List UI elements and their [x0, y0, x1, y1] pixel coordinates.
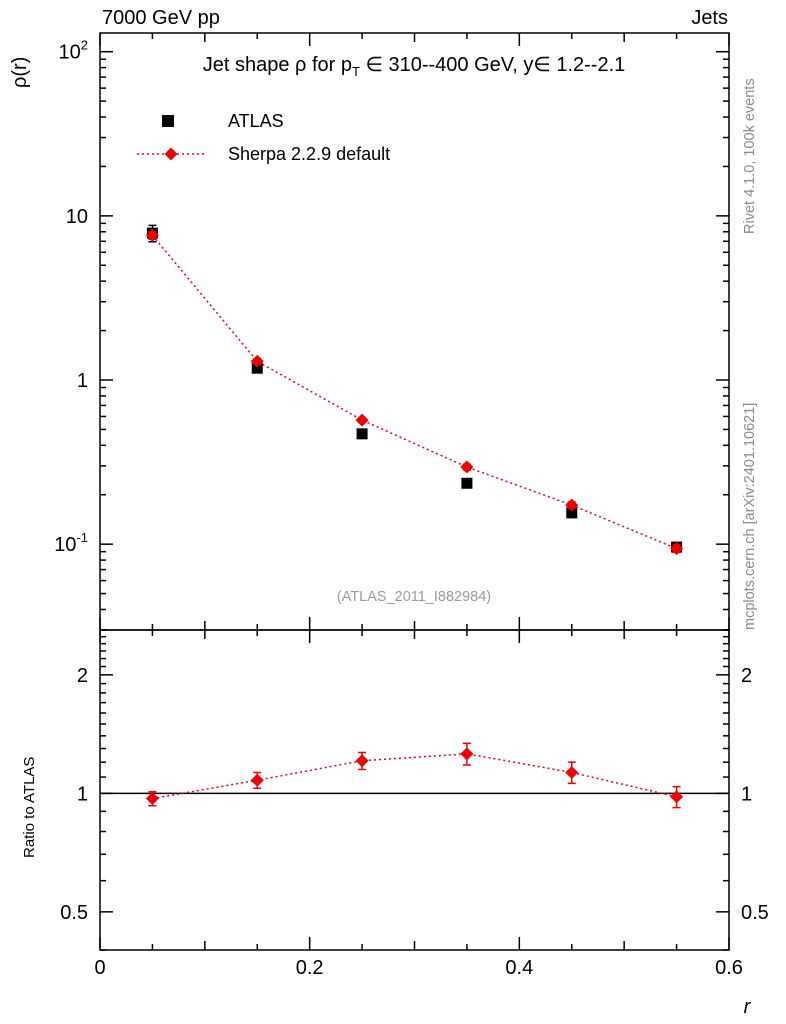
tick-label: 0.5	[741, 902, 769, 924]
tick-labels: 0 0.2 0.4 0.6 102 10 1 10-1 2 2 1 1 0.5 0.5	[54, 38, 769, 979]
ratio-series-0	[145, 742, 684, 809]
rivet-version-note: Rivet 4.1.0, 100k events	[742, 78, 758, 234]
analysis-watermark: (ATLAS_2011_I882984)	[337, 589, 491, 605]
tick-label: 1	[77, 370, 88, 392]
plot-title: Jet shape ρ for pT ∈ 310--400 GeV, y∈ 1.…	[203, 54, 626, 79]
tick-label: 0.5	[60, 902, 88, 924]
tick-label: 102	[59, 38, 88, 64]
tick-label: 0.2	[296, 957, 324, 979]
tick-label: 0	[94, 957, 105, 979]
main-series-1	[145, 228, 684, 556]
x-axis-label: r	[744, 996, 752, 1018]
plot-title-post: ∈ 310--400 GeV, y∈ 1.2--2.1	[360, 54, 625, 76]
mcplots-arxiv-note: mcplots.cern.ch [arXiv:2401.10621]	[742, 403, 758, 630]
axis-ticks	[99, 33, 730, 951]
tick-label: 0.4	[505, 957, 533, 979]
tick-label: 2	[77, 665, 88, 687]
main-ylabel: ρ(r)	[9, 57, 31, 88]
tick-label: 10	[66, 206, 88, 228]
tick-label: 2	[741, 665, 752, 687]
legend-sherpa-diamond-marker-icon	[164, 147, 178, 161]
legend-label-sherpa: Sherpa 2.2.9 default	[228, 144, 390, 164]
header-right: Jets	[691, 7, 728, 29]
legend-atlas-square-marker-icon	[162, 115, 174, 127]
legend-label-atlas: ATLAS	[228, 111, 284, 131]
plot-dynamic-layer: 0 0.2 0.4 0.6 102 10 1 10-1 2 2 1 1 0.5 0.5	[54, 33, 769, 979]
ratio-panel-frame	[99, 629, 730, 951]
main-series-0	[146, 224, 683, 553]
header-left: 7000 GeV pp	[102, 7, 220, 29]
plot-title-pre: Jet shape ρ for p	[203, 54, 352, 76]
tick-label: 1	[741, 783, 752, 805]
legend: ATLAS Sherpa 2.2.9 default	[137, 111, 390, 164]
tick-label: 0.6	[715, 957, 743, 979]
main-panel-frame	[99, 32, 730, 631]
tick-label: 1	[77, 783, 88, 805]
tick-label: 10-1	[54, 530, 88, 556]
ratio-ylabel: Ratio to ATLAS	[21, 757, 38, 858]
plot-title-sub: T	[352, 64, 360, 79]
